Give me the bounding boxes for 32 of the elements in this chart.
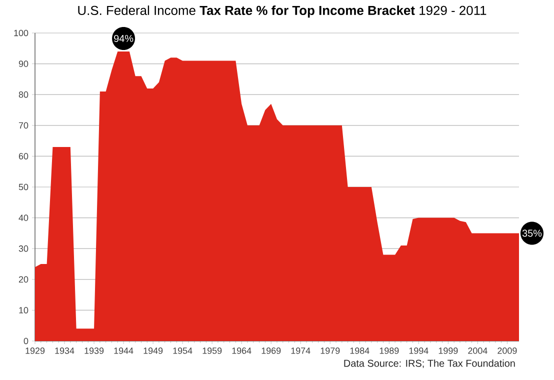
x-tick-label: 1994: [409, 348, 428, 354]
y-tick-label: 20: [18, 276, 28, 283]
x-tick-label: 1979: [320, 348, 340, 354]
x-tick-label: 1959: [202, 348, 222, 354]
x-tick-label: 1984: [350, 348, 370, 354]
y-tick-label: 80: [18, 91, 28, 98]
annotation: 94%: [114, 34, 134, 42]
x-tick-label: 2004: [468, 348, 488, 354]
x-tick-label: 1999: [438, 348, 458, 354]
y-tick-label: 0: [24, 338, 28, 344]
y-tick-label: 10: [19, 307, 28, 314]
y-tick-label: 30: [18, 245, 28, 252]
x-tick-label: 1969: [262, 348, 281, 354]
y-tick-label: 100: [14, 30, 28, 36]
source-note: Data Source: IRS; The Tax Foundation: [344, 360, 515, 368]
x-tick-label: 1929: [26, 348, 45, 354]
x-tick-label: 1954: [173, 348, 192, 354]
x-tick-label: 1964: [232, 348, 252, 354]
x-tick-label: 1944: [114, 348, 134, 354]
x-tick-label: 1939: [84, 348, 104, 354]
y-tick-label: 50: [18, 184, 28, 190]
y-tick-label: 70: [18, 122, 28, 129]
x-tick-label: 2009: [498, 348, 517, 354]
x-tick-label: 1974: [291, 348, 310, 354]
x-tick-label: 1989: [380, 348, 399, 354]
chart-title: U.S. Federal Income Tax Rate % for Top Income Bracket 1929 - 2011: [78, 6, 486, 18]
x-tick-label: 1949: [144, 348, 163, 354]
y-tick-label: 60: [18, 153, 28, 160]
annotation: 35%: [522, 230, 542, 237]
y-tick-label: 40: [18, 214, 28, 221]
x-tick-label: 1934: [55, 348, 74, 354]
y-tick-label: 90: [18, 60, 28, 67]
